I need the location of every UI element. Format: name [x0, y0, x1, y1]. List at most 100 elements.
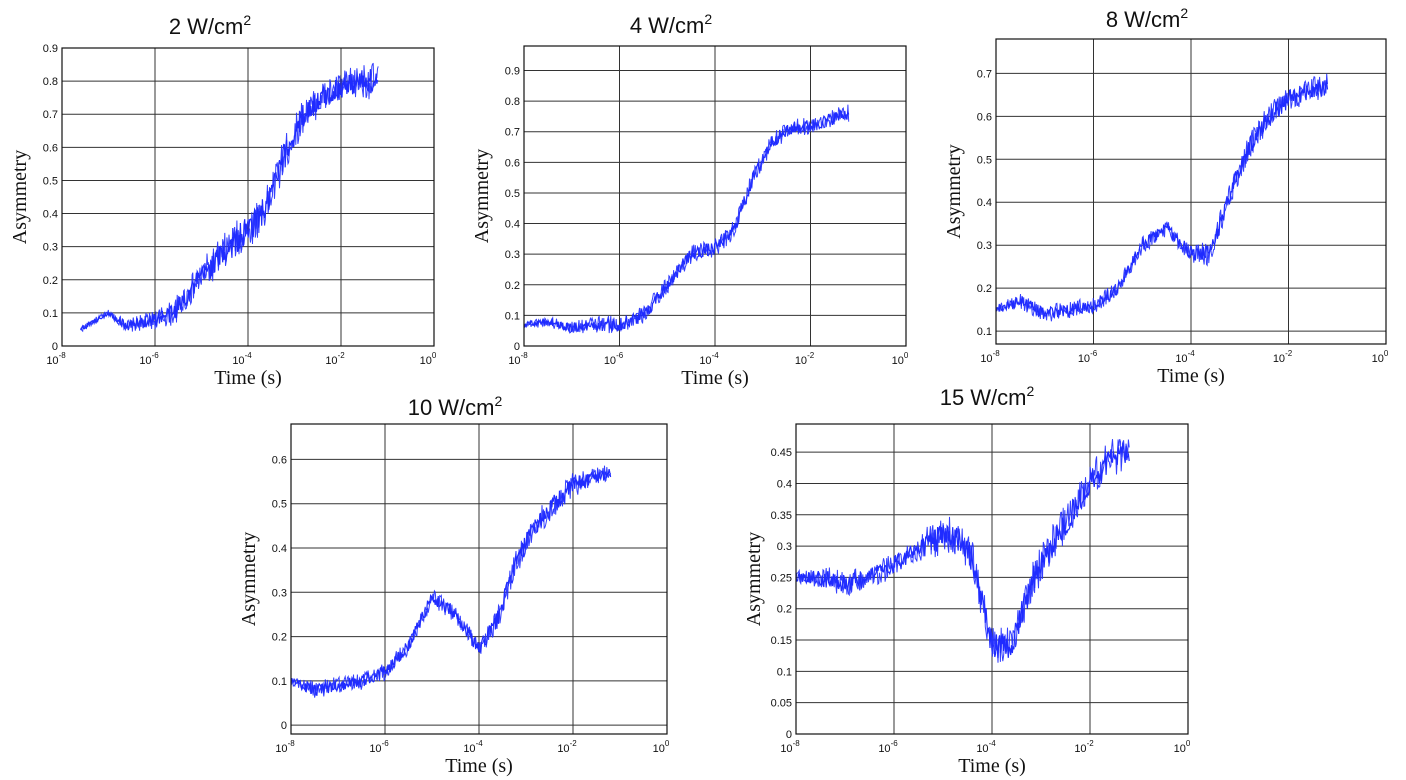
chart-title: 2 W/cm2 — [169, 12, 252, 39]
y-tick-label: 0.1 — [505, 310, 520, 322]
x-tick-label: 10-2 — [1273, 349, 1293, 365]
y-tick-label: 0 — [514, 341, 520, 353]
y-tick-label: 0.4 — [43, 209, 58, 221]
y-tick-label: 0.4 — [505, 219, 520, 231]
y-tick-label: 0.7 — [43, 109, 58, 121]
data-trace — [795, 442, 1130, 659]
y-tick-label: 0.2 — [777, 604, 792, 616]
data-trace — [523, 109, 850, 333]
y-tick-label: 0.45 — [771, 447, 792, 459]
x-tick-label: 100 — [892, 351, 909, 367]
y-tick-label: 0 — [281, 720, 287, 732]
x-tick-label: 10-8 — [980, 349, 1000, 365]
x-tick-label: 10-8 — [275, 739, 295, 755]
x-tick-label: 100 — [1174, 739, 1191, 755]
y-tick-label: 0.4 — [777, 478, 792, 490]
data-band — [290, 465, 612, 698]
x-tick-label: 10-4 — [699, 351, 719, 367]
y-tick-label: 0.5 — [43, 175, 58, 187]
y-tick-label: 0.1 — [977, 326, 992, 338]
data-band — [523, 104, 850, 334]
y-tick-label: 0.5 — [505, 188, 520, 200]
x-tick-label: 10-2 — [557, 739, 577, 755]
y-tick-label: 0.2 — [977, 283, 992, 295]
x-axis-label: Time (s) — [445, 755, 513, 777]
chart-panel-1: 10-8 10-6 10-4 10-2 100 0 0.1 0.2 0.3 0.4 0.5 0.6 0.… — [9, 12, 437, 389]
x-tick-label: 10-4 — [1175, 349, 1195, 365]
x-tick-label: 10-2 — [325, 351, 345, 367]
y-tick-label: 0.3 — [777, 541, 792, 553]
y-tick-label: 0.2 — [505, 280, 520, 292]
x-tick-label: 10-4 — [463, 739, 483, 755]
x-axis-label: Time (s) — [214, 367, 282, 389]
x-tick-label: 100 — [653, 739, 670, 755]
data-band — [795, 439, 1130, 663]
data-trace — [290, 468, 612, 696]
y-axis-label: Asymmetry — [943, 144, 965, 238]
x-tick-label: 100 — [420, 351, 437, 367]
plot-frame — [795, 423, 1189, 735]
y-tick-label: 0.4 — [272, 543, 287, 555]
y-tick-label: 0.5 — [272, 499, 287, 511]
chart-panel-5: 10-8 10-6 10-4 10-2 100 0 0.05 0.1 0.15 0.2 0.25 0.… — [743, 383, 1191, 777]
y-tick-label: 0.05 — [771, 698, 792, 710]
chart-title: 15 W/cm2 — [940, 383, 1035, 410]
y-tick-label: 0.7 — [505, 127, 520, 139]
x-tick-label: 10-8 — [46, 351, 66, 367]
x-tick-label: 100 — [1372, 349, 1389, 365]
y-tick-label: 0.9 — [43, 43, 58, 55]
x-tick-label: 10-8 — [508, 351, 528, 367]
y-tick-label: 0.7 — [977, 68, 992, 80]
chart-panel-3: 10-8 10-6 10-4 10-2 100 0.1 0.2 0.3 0.4 0.5 0.6 0.7… — [943, 5, 1389, 387]
x-tick-label: 10-6 — [604, 351, 624, 367]
y-tick-label: 0.3 — [43, 242, 58, 254]
y-axis-label: Asymmetry — [238, 532, 260, 626]
x-tick-label: 10-4 — [976, 739, 996, 755]
plot-frame — [290, 423, 668, 735]
x-tick-label: 10-6 — [878, 739, 898, 755]
y-tick-label: 0.3 — [272, 587, 287, 599]
y-tick-label: 0 — [786, 729, 792, 741]
y-tick-label: 0.1 — [272, 676, 287, 688]
y-tick-label: 0.25 — [771, 572, 792, 584]
data-trace — [995, 79, 1329, 319]
y-tick-label: 0.35 — [771, 510, 792, 522]
x-tick-label: 10-2 — [795, 351, 815, 367]
y-tick-label: 0.6 — [272, 454, 287, 466]
y-tick-label: 0.3 — [505, 249, 520, 261]
x-tick-label: 10-2 — [1074, 739, 1094, 755]
y-tick-label: 0.1 — [777, 666, 792, 678]
data-band — [80, 62, 379, 333]
y-axis-label: Asymmetry — [743, 532, 765, 626]
y-tick-label: 0.9 — [505, 65, 520, 77]
chart-title: 8 W/cm2 — [1106, 5, 1189, 32]
y-tick-label: 0.5 — [977, 154, 992, 166]
y-tick-label: 0.6 — [977, 111, 992, 123]
y-tick-label: 0.2 — [272, 632, 287, 644]
x-tick-label: 10-6 — [1078, 349, 1098, 365]
y-axis-label: Asymmetry — [471, 149, 493, 243]
y-tick-label: 0.8 — [505, 96, 520, 108]
plot-frame — [995, 38, 1387, 345]
y-tick-label: 0 — [52, 341, 58, 353]
chart-panel-4: 10-8 10-6 10-4 10-2 100 0 0.1 0.2 0.3 0.4 0.5 0.6 10… — [238, 393, 670, 777]
y-tick-label: 0.2 — [43, 275, 58, 287]
y-tick-label: 0.15 — [771, 635, 792, 647]
y-tick-label: 0.1 — [43, 308, 58, 320]
chart-title: 10 W/cm2 — [408, 393, 503, 420]
x-tick-label: 10-6 — [139, 351, 159, 367]
x-axis-label: Time (s) — [958, 755, 1026, 777]
y-tick-label: 0.8 — [43, 76, 58, 88]
y-tick-label: 0.3 — [977, 240, 992, 252]
x-tick-label: 10-4 — [232, 351, 252, 367]
y-tick-label: 0.6 — [43, 142, 58, 154]
x-axis-label: Time (s) — [681, 367, 749, 389]
x-tick-label: 10-8 — [780, 739, 800, 755]
x-axis-label: Time (s) — [1157, 365, 1225, 387]
plot-frame — [523, 45, 907, 347]
plot-frame — [61, 47, 435, 347]
y-tick-label: 0.6 — [505, 157, 520, 169]
x-tick-label: 10-6 — [369, 739, 389, 755]
chart-panel-2: 10-8 10-6 10-4 10-2 100 0 0.1 0.2 0.3 0.4 0.5 0.6 0.… — [471, 11, 909, 389]
